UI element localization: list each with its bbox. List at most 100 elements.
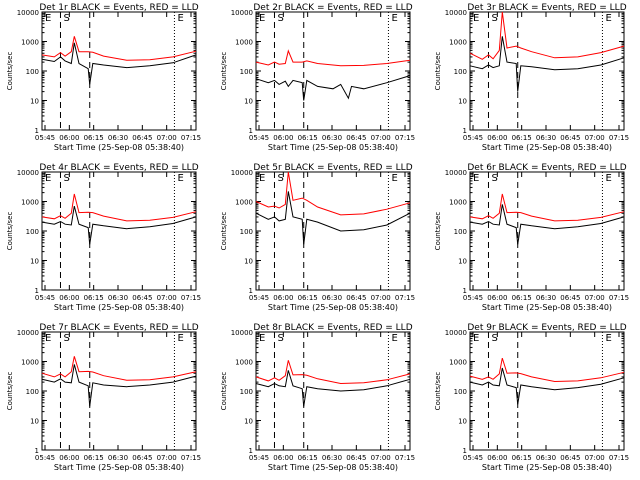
y-tick-label: 1 bbox=[463, 127, 467, 135]
x-tick-label: 06:00 bbox=[59, 294, 79, 302]
event-marker-label: E bbox=[45, 333, 51, 344]
x-tick-label: 07:15 bbox=[181, 454, 201, 462]
x-tick-label: 05:45 bbox=[249, 134, 269, 142]
x-tick-label: 07:15 bbox=[181, 294, 201, 302]
y-tick-label: 100 bbox=[454, 228, 467, 236]
x-tick-label: 06:00 bbox=[59, 454, 79, 462]
series-line-lld bbox=[255, 49, 411, 67]
event-marker-label: E bbox=[473, 173, 479, 184]
chart-title: Det 8r BLACK = Events, RED = LLD bbox=[253, 323, 412, 333]
series-line-events bbox=[255, 75, 411, 101]
x-tick-label: 05:45 bbox=[35, 294, 55, 302]
x-tick-label: 06:15 bbox=[84, 134, 104, 142]
x-tick-label: 06:00 bbox=[273, 454, 293, 462]
x-axis-label: Start Time (25-Sep-08 05:38:40) bbox=[54, 303, 184, 312]
event-marker-label: S bbox=[63, 173, 69, 184]
x-tick-label: 06:30 bbox=[108, 134, 128, 142]
y-tick-label: 1000 bbox=[21, 359, 39, 367]
x-tick-label: 06:15 bbox=[298, 134, 318, 142]
y-tick-label: 100 bbox=[454, 68, 467, 76]
series-line-events bbox=[41, 42, 197, 85]
event-marker-label: S bbox=[63, 333, 69, 344]
x-tick-label: 07:00 bbox=[157, 134, 177, 142]
y-tick-label: 10 bbox=[30, 418, 39, 426]
panel-6: Det 6r BLACK = Events, RED = LLD 1 10 100 10… bbox=[434, 163, 629, 312]
y-tick-label: 10000 bbox=[231, 169, 253, 177]
chart-title: Det 9r BLACK = Events, RED = LLD bbox=[467, 323, 626, 333]
x-tick-label: 06:15 bbox=[512, 134, 532, 142]
event-marker-label: E bbox=[605, 173, 611, 184]
x-tick-label: 06:00 bbox=[487, 294, 507, 302]
x-tick-label: 06:30 bbox=[536, 294, 556, 302]
series-line-lld bbox=[469, 11, 625, 60]
x-tick-label: 05:45 bbox=[35, 134, 55, 142]
y-tick-label: 10000 bbox=[17, 329, 39, 337]
y-axis-label: Counts/sec bbox=[434, 372, 442, 411]
x-tick-label: 05:45 bbox=[249, 294, 269, 302]
series-line-events bbox=[469, 36, 625, 92]
event-marker-label: E bbox=[45, 13, 51, 24]
y-tick-label: 100 bbox=[240, 228, 253, 236]
x-tick-label: 06:45 bbox=[346, 454, 366, 462]
y-tick-label: 1000 bbox=[235, 39, 253, 47]
y-tick-label: 1000 bbox=[235, 199, 253, 207]
series-line-lld bbox=[469, 193, 625, 222]
chart-title: Det 2r BLACK = Events, RED = LLD bbox=[253, 3, 412, 13]
x-axis-label: Start Time (25-Sep-08 05:38:40) bbox=[482, 463, 612, 472]
y-tick-label: 10 bbox=[458, 258, 467, 266]
chart-title: Det 4r BLACK = Events, RED = LLD bbox=[39, 163, 198, 173]
x-tick-label: 06:45 bbox=[560, 454, 580, 462]
x-tick-label: 05:45 bbox=[463, 454, 483, 462]
y-axis-label: Counts/sec bbox=[220, 372, 228, 411]
event-marker-label: E bbox=[391, 333, 397, 344]
y-tick-label: 100 bbox=[26, 388, 39, 396]
event-marker-label: E bbox=[177, 13, 183, 24]
y-tick-label: 1000 bbox=[449, 39, 467, 47]
y-axis-label: Counts/sec bbox=[434, 52, 442, 91]
event-marker-label: E bbox=[259, 333, 265, 344]
event-marker-label: E bbox=[605, 13, 611, 24]
event-marker-label: S bbox=[63, 13, 69, 24]
panel-8: Det 8r BLACK = Events, RED = LLD 1 10 100 10… bbox=[220, 323, 415, 472]
event-marker-label: E bbox=[391, 173, 397, 184]
event-marker-label: E bbox=[45, 173, 51, 184]
x-tick-label: 06:00 bbox=[487, 134, 507, 142]
x-tick-label: 07:15 bbox=[395, 454, 415, 462]
y-axis-label: Counts/sec bbox=[220, 212, 228, 251]
chart-title: Det 7r BLACK = Events, RED = LLD bbox=[39, 323, 198, 333]
y-axis-label: Counts/sec bbox=[6, 52, 14, 91]
y-tick-label: 100 bbox=[454, 388, 467, 396]
y-axis-label: Counts/sec bbox=[6, 212, 14, 251]
panel-4: Det 4r BLACK = Events, RED = LLD 1 10 100 10… bbox=[6, 163, 201, 312]
plot-frame bbox=[469, 331, 625, 451]
event-marker-label: E bbox=[177, 173, 183, 184]
plot-frame bbox=[255, 11, 411, 131]
y-tick-label: 10000 bbox=[231, 9, 253, 17]
y-tick-label: 10000 bbox=[17, 9, 39, 17]
x-tick-label: 05:45 bbox=[463, 134, 483, 142]
y-tick-label: 1 bbox=[249, 447, 253, 455]
y-tick-label: 1000 bbox=[449, 359, 467, 367]
event-marker-label: S bbox=[277, 13, 283, 24]
x-tick-label: 07:00 bbox=[585, 454, 605, 462]
plot-frame bbox=[469, 11, 625, 131]
x-tick-label: 06:45 bbox=[132, 294, 152, 302]
y-axis-label: Counts/sec bbox=[434, 212, 442, 251]
series-line-lld bbox=[41, 356, 197, 381]
x-tick-label: 06:45 bbox=[560, 134, 580, 142]
x-tick-label: 06:30 bbox=[322, 294, 342, 302]
panel-7: Det 7r BLACK = Events, RED = LLD 1 10 100 10… bbox=[6, 323, 201, 472]
x-tick-label: 07:00 bbox=[371, 294, 391, 302]
panel-5: Det 5r BLACK = Events, RED = LLD 1 10 100 10… bbox=[220, 163, 415, 312]
x-axis-label: Start Time (25-Sep-08 05:38:40) bbox=[482, 143, 612, 152]
panel-9: Det 9r BLACK = Events, RED = LLD 1 10 100 10… bbox=[434, 323, 629, 472]
series-line-events bbox=[255, 191, 411, 245]
y-tick-label: 100 bbox=[26, 68, 39, 76]
series-line-lld bbox=[41, 36, 197, 61]
x-tick-label: 06:00 bbox=[487, 454, 507, 462]
chart-title: Det 3r BLACK = Events, RED = LLD bbox=[467, 3, 626, 13]
x-tick-label: 06:30 bbox=[536, 134, 556, 142]
plot-frame bbox=[255, 171, 411, 291]
x-tick-label: 06:30 bbox=[108, 294, 128, 302]
x-tick-label: 07:00 bbox=[371, 134, 391, 142]
